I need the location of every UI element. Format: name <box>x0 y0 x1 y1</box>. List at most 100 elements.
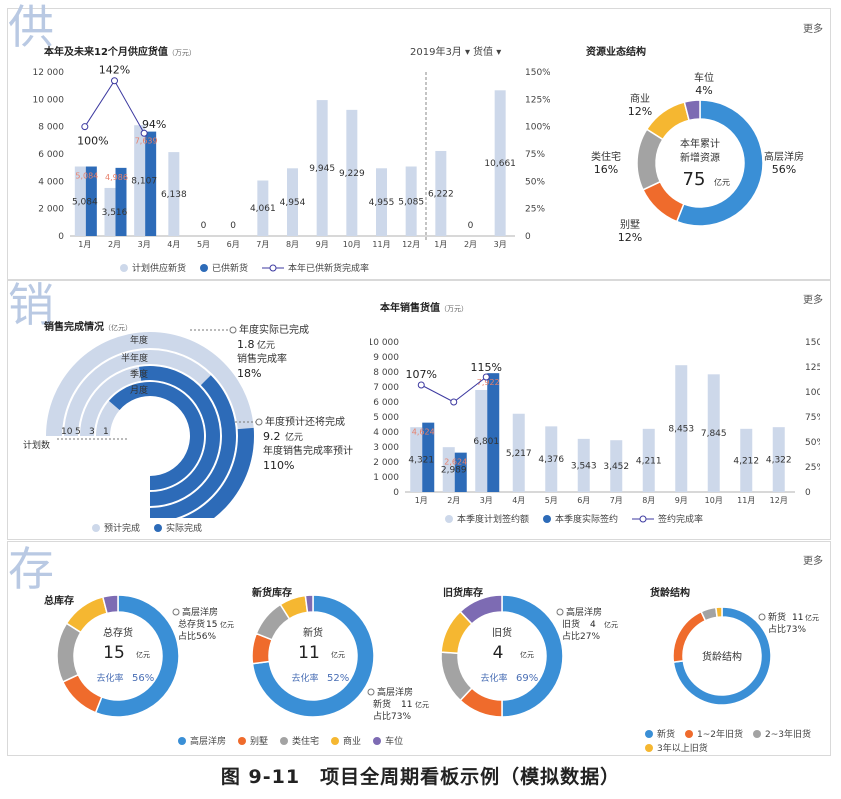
segment-pct: 56% <box>772 163 796 176</box>
figure-caption: 图 9-11 项目全周期看板示例（模拟数据） <box>220 766 621 788</box>
sales-panel <box>7 280 831 540</box>
legend-sales-actual-label: 本季度实际签约 <box>555 515 619 525</box>
legend-age-1-2: 1~2年旧货 <box>685 727 743 740</box>
plan-value: 1 <box>103 427 109 437</box>
legend-age-3plus: 3年以上旧货 <box>645 741 708 754</box>
ring-label: 半年度 <box>121 352 148 364</box>
plan-value-label: 4,322 <box>766 456 792 466</box>
rate-point <box>111 77 118 85</box>
legend-commercial: 商业 <box>331 734 361 747</box>
plan-value: 3 <box>89 427 95 437</box>
donut-rate-value: 52% <box>327 673 349 684</box>
y2-tick-label: 75% <box>805 413 820 423</box>
actual-bar <box>145 131 157 236</box>
actual-value-label: 2,624 <box>444 458 467 467</box>
y-tick-label: 8 000 <box>38 123 64 133</box>
ann-dot <box>367 688 375 696</box>
y-tick-label: 4 000 <box>373 428 399 438</box>
y-tick-label: 8 000 <box>373 368 399 378</box>
y-tick-label: 9 000 <box>373 353 399 363</box>
plan-bar <box>494 90 506 236</box>
y2-tick-label: 0 <box>805 488 811 498</box>
y2-tick-label: 125% <box>805 363 820 373</box>
actual-bar <box>454 452 467 492</box>
actual-value-label: 7,639 <box>135 137 158 146</box>
x-tick-label: 4月 <box>512 496 525 505</box>
plan-bar <box>675 365 688 492</box>
age-legend: 新货 1~2年旧货 2~3年旧货 <box>645 727 811 740</box>
age-ann-dot <box>758 613 766 621</box>
x-tick-label: 12月 <box>770 496 788 505</box>
ann-line2: 新货 <box>373 698 391 710</box>
donut-rate-value: 56% <box>132 673 154 684</box>
ann-value: 4 <box>590 620 596 630</box>
x-tick-label: 3月 <box>494 240 507 249</box>
plan-value-label: 10,661 <box>484 159 515 169</box>
y-tick-label: 0 <box>58 232 64 242</box>
actual-ring <box>181 427 254 518</box>
ring-label: 年度 <box>130 334 148 346</box>
ann1-value: 1.8 <box>237 338 255 351</box>
inventory-legend: 高层洋房 别墅 类住宅 商业 车位 <box>178 734 403 747</box>
y2-tick-label: 0 <box>525 232 531 242</box>
ann1-line2: 销售完成率 <box>237 352 287 365</box>
ann-dot <box>556 608 564 616</box>
sales-title-text: 本年销售货值 <box>380 303 440 314</box>
ann-line2: 旧货 <box>562 618 580 630</box>
actual-value-label: 4,986 <box>105 173 128 182</box>
y-tick-label: 4 000 <box>38 177 64 187</box>
ann-line3: 占比27% <box>562 630 600 642</box>
y-tick-label: 0 <box>393 488 399 498</box>
donut-segment <box>636 128 664 191</box>
month-select[interactable]: 2019年3月 ▾ <box>410 43 470 58</box>
plan-bar <box>642 428 655 492</box>
rate-label: 142% <box>99 64 130 77</box>
plan-value-label: 4,955 <box>369 198 395 208</box>
metric-select[interactable]: 货值 ▾ <box>473 43 501 58</box>
rate-point <box>417 381 425 389</box>
sales-more-link[interactable]: 更多 <box>803 295 823 306</box>
x-tick-label: 5月 <box>197 240 210 249</box>
x-tick-label: 7月 <box>256 240 269 249</box>
donut-segment <box>56 622 82 683</box>
plan-value-label: 7,845 <box>701 429 727 439</box>
plan-bar <box>410 427 423 492</box>
sales-chart-title: 本年销售货值（万元） <box>380 299 468 314</box>
old-inv-title: 旧货库存 <box>443 588 483 599</box>
plan-value: 5 <box>75 427 81 437</box>
month-select-value: 2019年3月 <box>410 47 462 58</box>
plan-value-label: 5,217 <box>506 449 532 459</box>
plan-bar <box>376 168 387 236</box>
donut-center-label: 总存货 <box>103 626 133 639</box>
plan-value-label: 4,321 <box>408 456 434 466</box>
donut-segment <box>304 594 314 614</box>
ann2-dot <box>255 418 263 426</box>
legend-age-2-3-label: 2~3年旧货 <box>765 730 812 740</box>
chevron-down-icon: ▾ <box>496 47 502 58</box>
supply-title-text: 本年及未来12个月供应货值 <box>44 47 168 58</box>
ann-value: 11 <box>401 700 412 710</box>
completion-title-text: 销售完成情况 <box>44 322 104 333</box>
age-ann-unit: 亿元 <box>805 613 819 622</box>
y2-tick-label: 150% <box>805 338 820 348</box>
segment-label: 车位 <box>694 71 714 84</box>
legend-parking: 车位 <box>373 734 403 747</box>
plan-bar <box>74 166 86 236</box>
plan-value-label: 9,945 <box>309 164 335 174</box>
rate-point <box>140 129 148 137</box>
inventory-more-link[interactable]: 更多 <box>803 556 823 567</box>
supply-more-link[interactable]: 更多 <box>803 24 823 35</box>
y2-tick-label: 150% <box>525 68 550 78</box>
legend-sales-rate-label: 签约完成率 <box>658 515 704 525</box>
donut-rate-value: 69% <box>516 673 538 684</box>
plan-value-label: 4,954 <box>280 198 306 208</box>
legend-actual: 已供新货 <box>200 261 248 274</box>
age-title: 货龄结构 <box>650 588 690 599</box>
donut-segment <box>440 651 473 702</box>
x-tick-label: 11月 <box>737 496 755 505</box>
ann1-rate: 18% <box>237 367 261 380</box>
ann-unit: 亿元 <box>415 700 429 709</box>
chevron-down-icon: ▾ <box>465 47 471 58</box>
legend-age-new: 新货 <box>645 727 675 740</box>
completion-title: 销售完成情况（亿元） <box>44 318 132 333</box>
